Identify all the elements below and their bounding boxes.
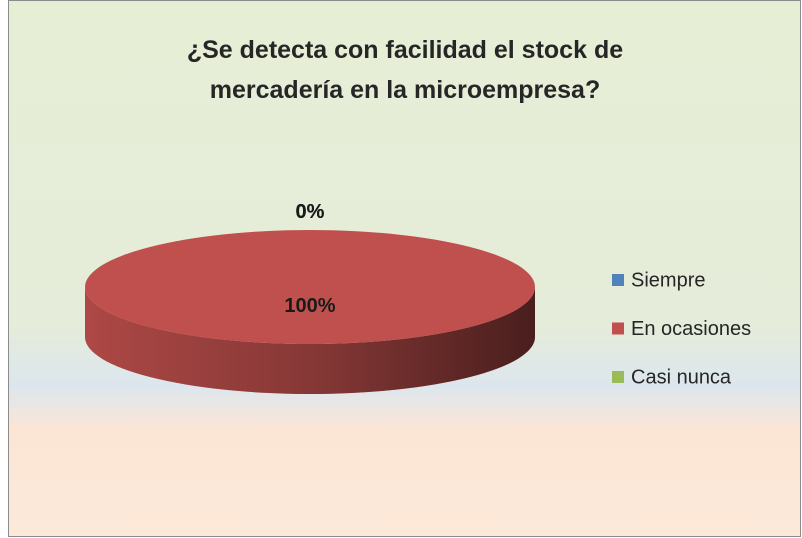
legend-swatch bbox=[612, 274, 624, 286]
legend-swatch bbox=[612, 322, 624, 335]
chart-title: ¿Se detecta con facilidad el stock de me… bbox=[186, 36, 624, 104]
legend-label: Siempre bbox=[631, 269, 705, 291]
data-label: 100% bbox=[284, 295, 335, 317]
pie-slice bbox=[85, 230, 535, 344]
legend-label: En ocasiones bbox=[631, 318, 751, 340]
pie-side-shade bbox=[85, 287, 535, 394]
legend-label: Casi nunca bbox=[631, 366, 732, 388]
data-label: 0% bbox=[296, 201, 325, 223]
legend-swatch bbox=[612, 371, 624, 383]
data-label: 0% bbox=[296, 201, 325, 223]
